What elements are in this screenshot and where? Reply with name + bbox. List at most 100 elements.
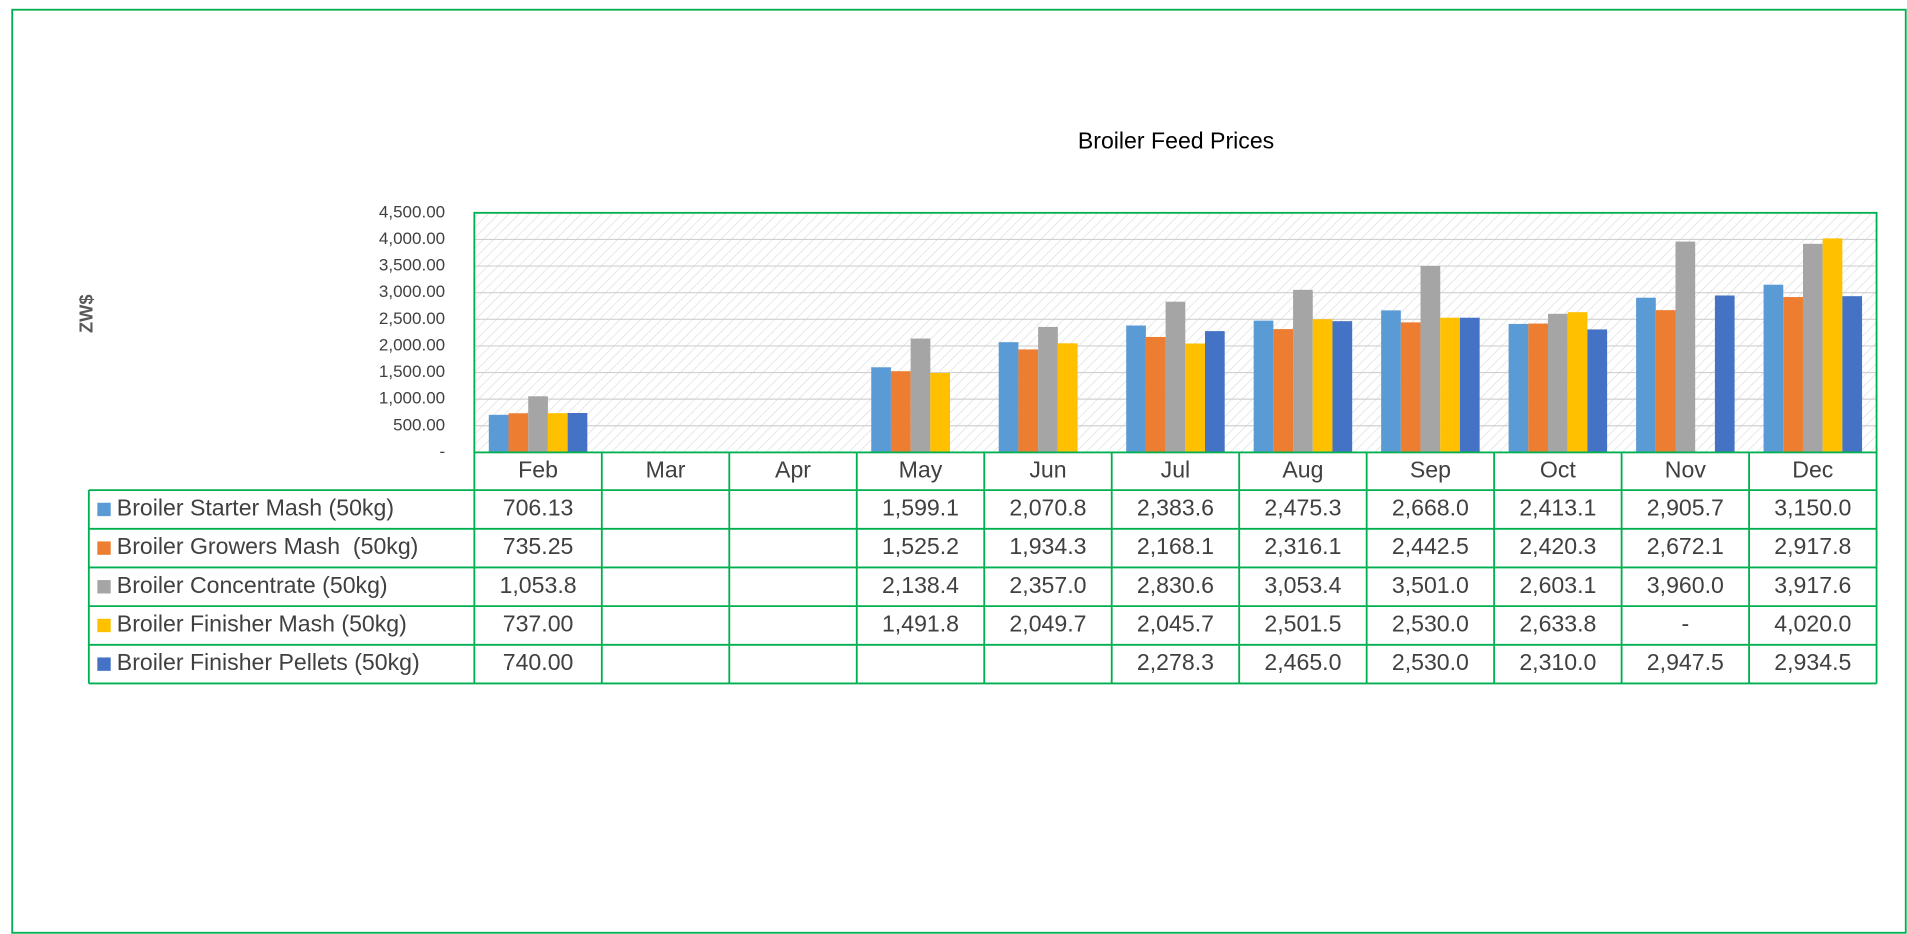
x-tick-label: Mar	[646, 456, 686, 482]
bar	[998, 342, 1019, 453]
table-cell: 2,475.3	[1264, 495, 1341, 521]
legend-swatch	[97, 541, 111, 555]
bar	[1165, 301, 1186, 453]
y-tick-label: 3,000.00	[379, 282, 445, 301]
legend-swatch	[97, 580, 111, 594]
x-tick-label: May	[899, 456, 943, 482]
x-tick-label: Sep	[1410, 456, 1451, 482]
chart-title: Broiler Feed Prices	[1078, 127, 1274, 153]
table-cell: 1,599.1	[882, 495, 959, 521]
table-cell: 3,917.6	[1774, 572, 1851, 598]
bar	[1783, 297, 1803, 453]
table-cell: 3,053.4	[1264, 572, 1341, 598]
table-cell: 2,070.8	[1009, 495, 1086, 521]
bar	[1420, 266, 1441, 453]
bar	[1714, 295, 1735, 453]
bar	[1763, 284, 1784, 453]
y-tick-label: 500.00	[393, 415, 445, 434]
bar	[890, 371, 911, 453]
bar	[1440, 317, 1460, 453]
table-cell: 2,357.0	[1009, 572, 1086, 598]
table-cell: 4,020.0	[1774, 611, 1851, 637]
bar	[1381, 310, 1401, 453]
bar	[1675, 241, 1696, 453]
table-cell: 2,278.3	[1137, 649, 1214, 675]
legend-label: Broiler Growers Mash (50kg)	[117, 533, 419, 559]
y-tick-label: 4,500.00	[379, 202, 445, 221]
y-axis-label: ZW$	[75, 295, 96, 334]
table-cell: 3,960.0	[1647, 572, 1724, 598]
bar	[1126, 325, 1146, 453]
y-tick-label: 1,500.00	[379, 362, 445, 381]
legend-swatch	[97, 657, 111, 671]
table-cell: -	[1681, 611, 1689, 637]
table-cell: 2,530.0	[1392, 611, 1469, 637]
bar	[1312, 319, 1333, 453]
table-cell: 2,603.1	[1519, 572, 1596, 598]
y-tick-label: 2,500.00	[379, 309, 445, 328]
table-cell: 1,934.3	[1009, 533, 1086, 559]
bar	[567, 413, 588, 453]
bar	[508, 413, 529, 453]
bar	[1018, 349, 1039, 453]
bar	[1253, 320, 1274, 453]
bar	[1842, 296, 1863, 453]
table-cell: 2,947.5	[1647, 649, 1724, 675]
table-cell: 2,383.6	[1137, 495, 1214, 521]
bar	[528, 396, 548, 453]
table-cell: 2,633.8	[1519, 611, 1596, 637]
legend-label: Broiler Concentrate (50kg)	[117, 572, 388, 598]
bar	[1273, 329, 1294, 453]
table-cell: 706.13	[503, 495, 574, 521]
y-tick-label: -	[439, 442, 445, 461]
bar	[1145, 336, 1166, 453]
bar	[1332, 321, 1353, 453]
x-tick-label: Jun	[1029, 456, 1066, 482]
table-cell: 2,465.0	[1264, 649, 1341, 675]
plot-border	[473, 211, 1878, 454]
table-cell: 740.00	[503, 649, 574, 675]
bar	[1567, 312, 1588, 453]
table-cell: 2,420.3	[1519, 533, 1596, 559]
table-cell: 2,830.6	[1137, 572, 1214, 598]
bar	[1400, 322, 1421, 453]
table-cell: 2,138.4	[882, 572, 959, 598]
bar	[1185, 343, 1205, 453]
table-cell: 2,905.7	[1647, 495, 1724, 521]
x-tick-label: Oct	[1540, 456, 1577, 482]
bar	[1038, 326, 1058, 453]
bar	[871, 367, 891, 453]
legend-label: Broiler Starter Mash (50kg)	[117, 495, 394, 521]
table-cell: 2,413.1	[1519, 495, 1596, 521]
y-tick-label: 4,000.00	[379, 229, 445, 248]
bar	[488, 414, 509, 453]
x-tick-label: Apr	[775, 456, 811, 482]
chart-frame	[11, 8, 1907, 934]
bar	[1528, 323, 1549, 453]
x-tick-label: Aug	[1282, 456, 1323, 482]
legend-swatch	[97, 502, 111, 517]
y-tick-label: 2,000.00	[379, 335, 445, 354]
table-cell: 2,316.1	[1264, 533, 1341, 559]
table-cell: 2,917.8	[1774, 533, 1851, 559]
bar	[1057, 343, 1078, 453]
legend-label: Broiler Finisher Pellets (50kg)	[117, 649, 420, 675]
table-cell: 1,525.2	[882, 533, 959, 559]
bar	[930, 372, 951, 453]
table-cell: 2,934.5	[1774, 649, 1851, 675]
table-cell: 2,530.0	[1392, 649, 1469, 675]
table-cell: 2,442.5	[1392, 533, 1469, 559]
x-tick-label: Feb	[518, 456, 558, 482]
table-cell: 2,672.1	[1647, 533, 1724, 559]
bar	[910, 338, 931, 453]
bar	[1459, 317, 1480, 453]
table-cell: 3,150.0	[1774, 495, 1851, 521]
bar	[1802, 243, 1823, 453]
table-cell: 3,501.0	[1392, 572, 1469, 598]
bar	[1293, 289, 1313, 453]
table-cell: 2,045.7	[1137, 611, 1214, 637]
table-cell: 2,501.5	[1264, 611, 1341, 637]
table-cell: 2,049.7	[1009, 611, 1086, 637]
bar	[1587, 329, 1608, 453]
